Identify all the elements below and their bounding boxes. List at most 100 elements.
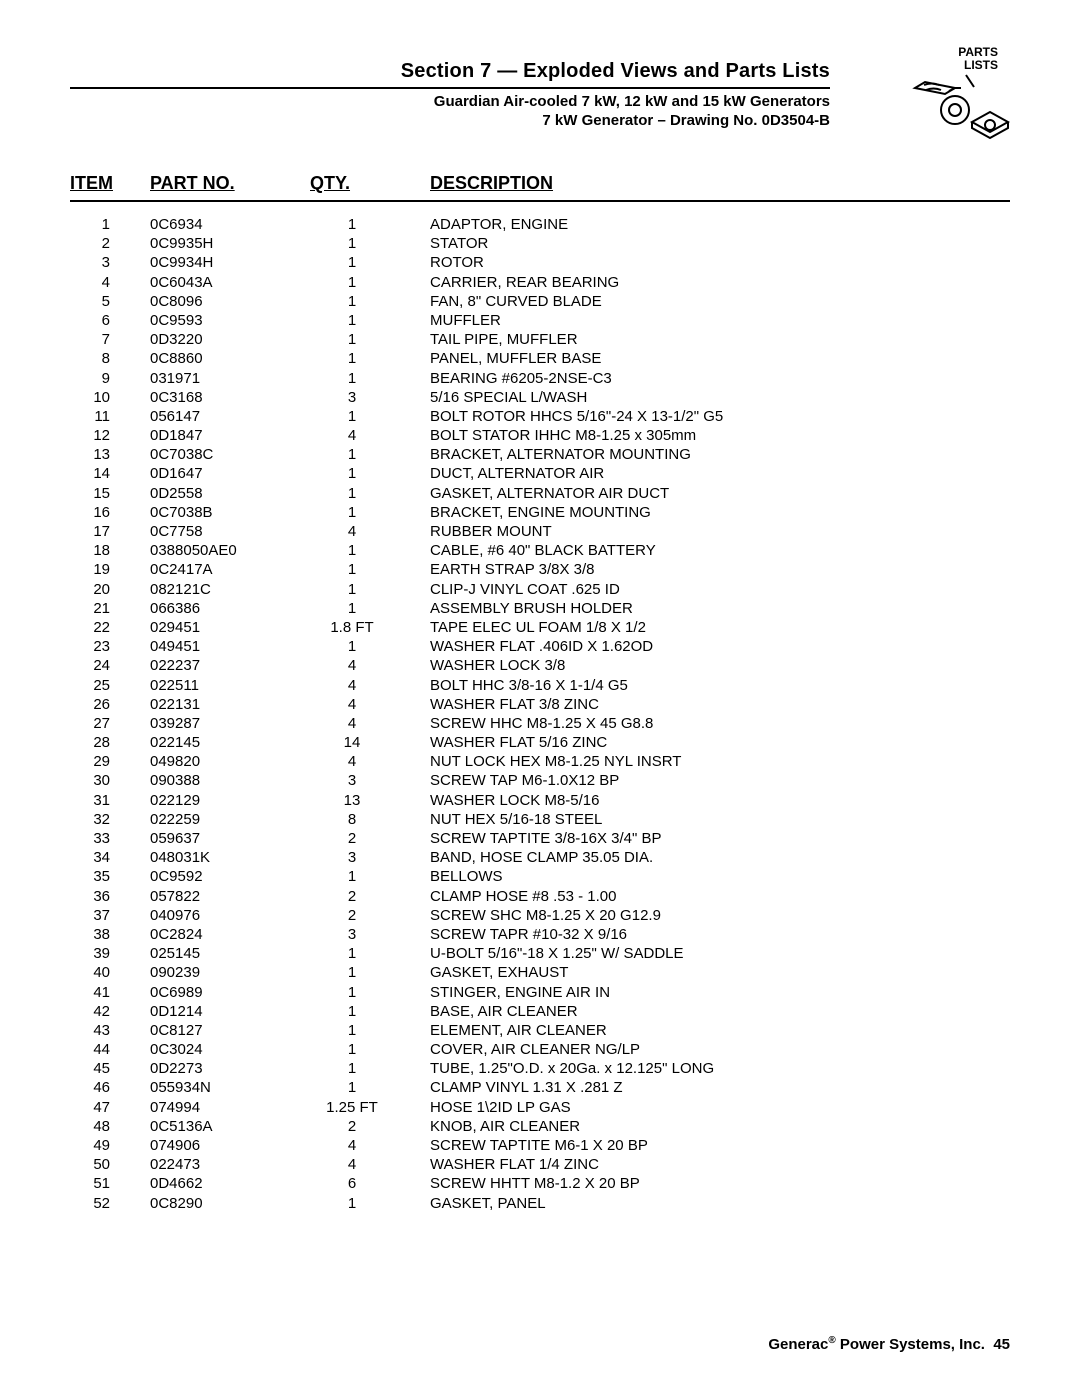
cell-qty: 1 (310, 1021, 430, 1040)
cell-part-no: 0D2273 (150, 1059, 310, 1078)
col-header-desc: DESCRIPTION (430, 169, 1010, 201)
cell-part-no: 039287 (150, 714, 310, 733)
col-header-item: ITEM (70, 169, 150, 201)
cell-description: CLAMP VINYL 1.31 X .281 Z (430, 1078, 1010, 1097)
cell-description: SCREW HHC M8-1.25 X 45 G8.8 (430, 714, 1010, 733)
parts-table-body: 10C69341ADAPTOR, ENGINE20C9935H1STATOR30… (70, 201, 1010, 1213)
cell-item: 35 (70, 867, 150, 886)
table-row: 190C2417A1EARTH STRAP 3/8X 3/8 (70, 560, 1010, 579)
cell-part-no: 0C6989 (150, 983, 310, 1002)
cell-item: 24 (70, 656, 150, 675)
cell-qty: 1 (310, 311, 430, 330)
cell-qty: 1 (310, 215, 430, 234)
table-row: 2802214514WASHER FLAT 5/16 ZINC (70, 733, 1010, 752)
table-row: 170C77584RUBBER MOUNT (70, 522, 1010, 541)
cell-qty: 1 (310, 273, 430, 292)
cell-part-no: 090239 (150, 963, 310, 982)
cell-description: NUT LOCK HEX M8-1.25 NYL INSRT (430, 752, 1010, 771)
cell-description: BOLT HHC 3/8-16 X 1-1/4 G5 (430, 676, 1010, 695)
cell-item: 22 (70, 618, 150, 637)
cell-description: TAPE ELEC UL FOAM 1/8 X 1/2 (430, 618, 1010, 637)
cell-item: 28 (70, 733, 150, 752)
cell-description: HOSE 1\2ID LP GAS (430, 1098, 1010, 1117)
cell-part-no: 040976 (150, 906, 310, 925)
cell-qty: 1 (310, 580, 430, 599)
cell-qty: 1 (310, 349, 430, 368)
cell-item: 3 (70, 253, 150, 272)
cell-qty: 1 (310, 1002, 430, 1021)
cell-description: BOLT STATOR IHHC M8-1.25 x 305mm (430, 426, 1010, 445)
col-header-part: PART NO. (150, 169, 310, 201)
cell-item: 18 (70, 541, 150, 560)
cell-part-no: 022473 (150, 1155, 310, 1174)
cell-part-no: 0C6043A (150, 273, 310, 292)
cell-item: 23 (70, 637, 150, 656)
cell-item: 30 (70, 771, 150, 790)
cell-part-no: 059637 (150, 829, 310, 848)
cell-item: 42 (70, 1002, 150, 1021)
cell-qty: 4 (310, 752, 430, 771)
cell-item: 15 (70, 484, 150, 503)
cell-qty: 6 (310, 1174, 430, 1193)
cell-description: WASHER LOCK 3/8 (430, 656, 1010, 675)
cell-part-no: 022131 (150, 695, 310, 714)
cell-item: 38 (70, 925, 150, 944)
cell-description: WASHER FLAT 3/8 ZINC (430, 695, 1010, 714)
cell-item: 25 (70, 676, 150, 695)
cell-part-no: 0C8860 (150, 349, 310, 368)
cell-description: SCREW TAP M6-1.0X12 BP (430, 771, 1010, 790)
cell-description: BOLT ROTOR HHCS 5/16"-24 X 13-1/2" G5 (430, 407, 1010, 426)
cell-item: 34 (70, 848, 150, 867)
cell-description: EARTH STRAP 3/8X 3/8 (430, 560, 1010, 579)
cell-qty: 1 (310, 292, 430, 311)
table-row: 90319711BEARING #6205-2NSE-C3 (70, 369, 1010, 388)
cell-qty: 1 (310, 503, 430, 522)
table-row: 120D18474BOLT STATOR IHHC M8-1.25 x 305m… (70, 426, 1010, 445)
cell-qty: 4 (310, 676, 430, 695)
table-row: 3102212913WASHER LOCK M8-5/16 (70, 791, 1010, 810)
cell-description: SCREW TAPTITE 3/8-16X 3/4" BP (430, 829, 1010, 848)
cell-part-no: 0D3220 (150, 330, 310, 349)
cell-item: 43 (70, 1021, 150, 1040)
cell-item: 44 (70, 1040, 150, 1059)
cell-qty: 1 (310, 599, 430, 618)
cell-description: COVER, AIR CLEANER NG/LP (430, 1040, 1010, 1059)
cell-item: 40 (70, 963, 150, 982)
cell-description: SCREW TAPR #10-32 X 9/16 (430, 925, 1010, 944)
cell-part-no: 022145 (150, 733, 310, 752)
cell-qty: 4 (310, 1136, 430, 1155)
cell-part-no: 0D1647 (150, 464, 310, 483)
cell-part-no: 0C8127 (150, 1021, 310, 1040)
footer-company: Power Systems, Inc. (836, 1336, 985, 1353)
table-row: 390251451U-BOLT 5/16"-18 X 1.25" W/ SADD… (70, 944, 1010, 963)
cell-qty: 4 (310, 426, 430, 445)
cell-item: 2 (70, 234, 150, 253)
cell-part-no: 066386 (150, 599, 310, 618)
cell-description: CABLE, #6 40" BLACK BATTERY (430, 541, 1010, 560)
cell-description: FAN, 8" CURVED BLADE (430, 292, 1010, 311)
cell-description: CLIP-J VINYL COAT .625 ID (430, 580, 1010, 599)
cell-item: 7 (70, 330, 150, 349)
cell-part-no: 0C8096 (150, 292, 310, 311)
cell-part-no: 074906 (150, 1136, 310, 1155)
cell-description: ELEMENT, AIR CLEANER (430, 1021, 1010, 1040)
cell-qty: 1 (310, 253, 430, 272)
cell-description: WASHER LOCK M8-5/16 (430, 791, 1010, 810)
cell-qty: 3 (310, 388, 430, 407)
cell-description: STINGER, ENGINE AIR IN (430, 983, 1010, 1002)
cell-qty: 3 (310, 925, 430, 944)
page-header: Section 7 — Exploded Views and Parts Lis… (70, 60, 1010, 129)
cell-part-no: 0C5136A (150, 1117, 310, 1136)
cell-part-no: 0C8290 (150, 1194, 310, 1213)
cell-description: WASHER FLAT 5/16 ZINC (430, 733, 1010, 752)
cell-qty: 1 (310, 541, 430, 560)
table-row: 260221314WASHER FLAT 3/8 ZINC (70, 695, 1010, 714)
col-header-qty: QTY. (310, 169, 430, 201)
cell-part-no: 0C7758 (150, 522, 310, 541)
cell-part-no: 0C3024 (150, 1040, 310, 1059)
cell-description: MUFFLER (430, 311, 1010, 330)
cell-part-no: 0C9592 (150, 867, 310, 886)
table-row: 420D12141BASE, AIR CLEANER (70, 1002, 1010, 1021)
cell-description: BRACKET, ENGINE MOUNTING (430, 503, 1010, 522)
cell-qty: 1 (310, 983, 430, 1002)
